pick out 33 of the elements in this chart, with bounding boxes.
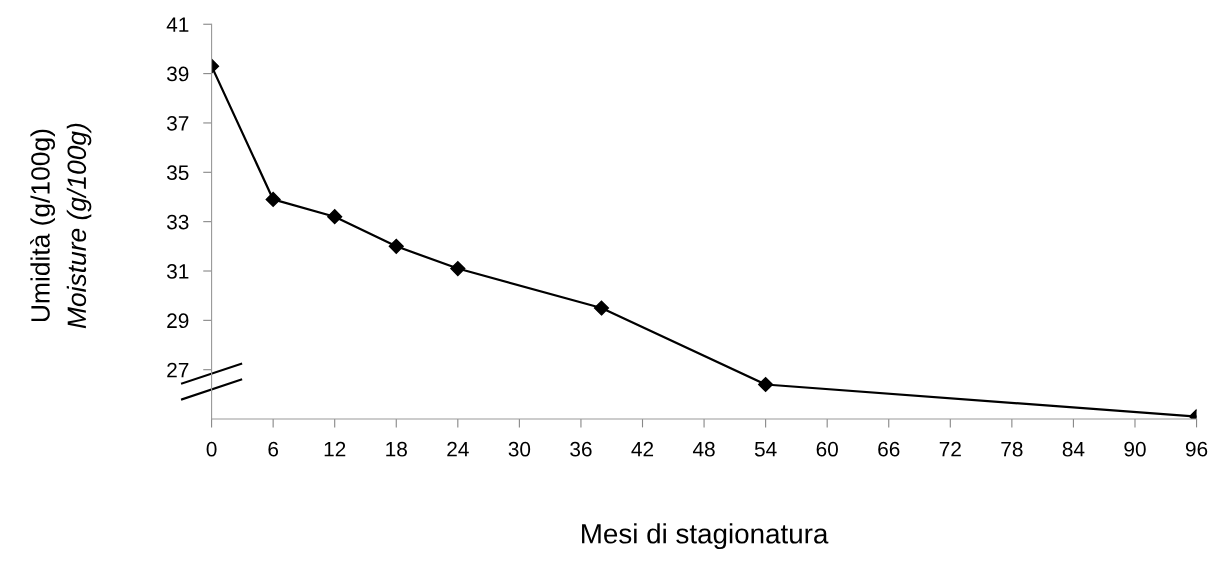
x-axis-title: Mesi di stagionatura — [582, 523, 829, 550]
x-tick-label: 12 — [324, 441, 346, 457]
x-tick-label: 48 — [692, 441, 715, 457]
x-tick-label: 66 — [878, 441, 900, 457]
point — [265, 191, 281, 208]
x-tick-label: 72 — [939, 441, 961, 457]
y-tick-label: 35 — [166, 165, 189, 181]
x-tick-label: 60 — [816, 441, 838, 457]
x-tick-label: 18 — [386, 441, 407, 457]
x-tick-label: 78 — [1001, 441, 1023, 457]
x-tick-label: 30 — [508, 441, 531, 457]
point — [327, 209, 343, 225]
point — [450, 260, 466, 277]
x-tick-label: 0 — [206, 441, 217, 457]
y-tick-label: 37 — [166, 115, 189, 131]
x-tick-label: 84 — [1062, 441, 1085, 457]
y-tick-label: 29 — [167, 313, 189, 329]
x-tick-label: 90 — [1124, 441, 1146, 457]
x-tick-label: 6 — [268, 441, 279, 457]
x-tick-label: 54 — [754, 442, 777, 457]
point — [593, 300, 610, 316]
y-axis-title: Umidità (g/100g) Moisture (g/100g) — [30, 123, 92, 329]
y-tick-label: 39 — [166, 66, 189, 82]
x-tick-label: 24 — [447, 441, 469, 457]
y-tick-label: 41 — [166, 17, 189, 32]
y-tick-label: 27 — [167, 362, 189, 378]
x-tick-label: 96 — [1185, 441, 1208, 457]
point — [388, 238, 404, 254]
x-tick-label: 36 — [570, 441, 592, 457]
y-tick-label: 33 — [166, 214, 189, 230]
point — [758, 376, 774, 393]
y-tick-label: 31 — [166, 264, 189, 279]
x-tick-label: 42 — [631, 441, 654, 457]
